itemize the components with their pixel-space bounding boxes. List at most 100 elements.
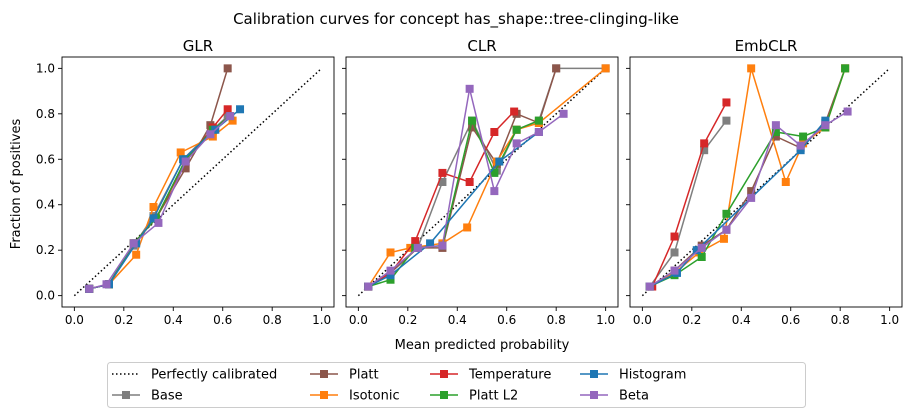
data-point <box>438 178 447 186</box>
data-point <box>697 253 706 261</box>
data-point <box>129 239 138 248</box>
data-point <box>463 223 472 232</box>
legend-marker <box>440 391 448 399</box>
data-point <box>226 112 235 121</box>
x-tick-label: 0.8 <box>263 313 282 327</box>
x-tick-label: 0.0 <box>633 313 652 327</box>
panel-title: EmbCLR <box>735 37 798 55</box>
series-platt <box>364 64 561 291</box>
data-point <box>223 105 232 114</box>
data-point <box>495 157 504 166</box>
data-point <box>697 243 706 252</box>
data-point <box>796 146 805 155</box>
panel-frame <box>629 56 903 308</box>
series-plattl2 <box>645 64 850 291</box>
series-line <box>367 68 557 288</box>
legend-frame <box>107 362 806 408</box>
series-isotonic <box>364 64 610 291</box>
data-point <box>490 168 499 177</box>
legend-marker <box>590 391 598 399</box>
series-temperature <box>648 98 731 291</box>
series-line <box>367 110 515 288</box>
data-point <box>843 107 852 116</box>
legend: Perfectly calibrated Base Platt Isotonic Tem… <box>107 362 806 408</box>
data-point <box>534 116 543 125</box>
data-point <box>438 241 447 250</box>
series-beta <box>85 112 235 293</box>
x-axis-label: Mean predicted probability <box>395 338 570 353</box>
data-point <box>181 157 190 166</box>
data-point <box>465 84 474 93</box>
data-point <box>722 116 731 125</box>
legend-item-plattl2: Platt L2 <box>430 389 518 404</box>
series-line <box>367 67 606 288</box>
legend-item-platt: Platt <box>310 368 379 383</box>
data-point <box>386 271 395 280</box>
series-line <box>367 88 565 288</box>
data-point <box>771 128 780 136</box>
data-point <box>670 248 679 257</box>
data-point <box>426 239 435 248</box>
panel-frame <box>61 56 335 308</box>
data-point <box>771 132 780 141</box>
data-point <box>364 282 373 291</box>
data-point <box>747 187 756 196</box>
x-tick-label: 0.2 <box>682 313 701 327</box>
data-point <box>465 178 474 186</box>
data-point <box>601 64 610 73</box>
data-point <box>645 282 654 291</box>
data-point <box>411 237 420 246</box>
legend-item-temperature: Temperature <box>430 368 551 383</box>
series-line <box>649 68 846 288</box>
data-point <box>796 141 805 150</box>
data-point <box>719 234 728 243</box>
perfect-calibration-line <box>73 67 323 297</box>
data-point <box>154 218 163 227</box>
series-beta <box>645 107 852 291</box>
data-point <box>692 246 701 255</box>
data-point <box>512 125 521 134</box>
x-tick-label: 0.8 <box>831 313 850 327</box>
data-point <box>722 98 731 107</box>
data-point <box>821 116 830 125</box>
data-point <box>386 275 395 284</box>
data-point <box>438 168 447 177</box>
series-line <box>89 108 241 290</box>
y-tick-label: 0.4 <box>36 198 55 212</box>
series-line <box>89 68 229 290</box>
y-tick-label: 1.0 <box>36 61 55 75</box>
data-point <box>722 225 731 234</box>
data-point <box>468 123 477 132</box>
y-axis-label: Fraction of positives <box>9 119 24 250</box>
data-point <box>512 139 521 148</box>
data-point <box>841 64 850 73</box>
x-tick-label: 0.6 <box>497 313 516 327</box>
panel-frame <box>345 56 619 308</box>
data-point <box>559 109 568 118</box>
data-point <box>102 280 111 289</box>
x-tick-label: 0.2 <box>114 313 133 327</box>
series-isotonic <box>645 64 850 291</box>
y-tick-label: 0.8 <box>36 107 55 121</box>
legend-label: Base <box>151 389 183 404</box>
data-point <box>722 209 731 218</box>
series-platt <box>645 64 850 291</box>
legend-item-base: Base <box>112 389 183 404</box>
series-temperature <box>364 107 519 291</box>
x-tick-label: 0.0 <box>65 313 84 327</box>
series-platt <box>85 64 232 293</box>
legend-marker <box>320 391 328 399</box>
x-tick-label: 0.4 <box>732 313 751 327</box>
x-tick-label: 1.0 <box>880 313 899 327</box>
panel-embclr: EmbCLR 0.0 0.2 0.4 0.6 0.8 1.0 <box>626 37 903 327</box>
legend-label: Isotonic <box>349 389 400 404</box>
data-point <box>821 121 830 130</box>
legend-label: Histogram <box>619 368 686 383</box>
legend-marker <box>590 370 598 378</box>
series-histogram <box>85 105 245 293</box>
data-point <box>228 116 237 125</box>
data-point <box>670 266 679 275</box>
legend-label: Platt L2 <box>469 389 518 404</box>
